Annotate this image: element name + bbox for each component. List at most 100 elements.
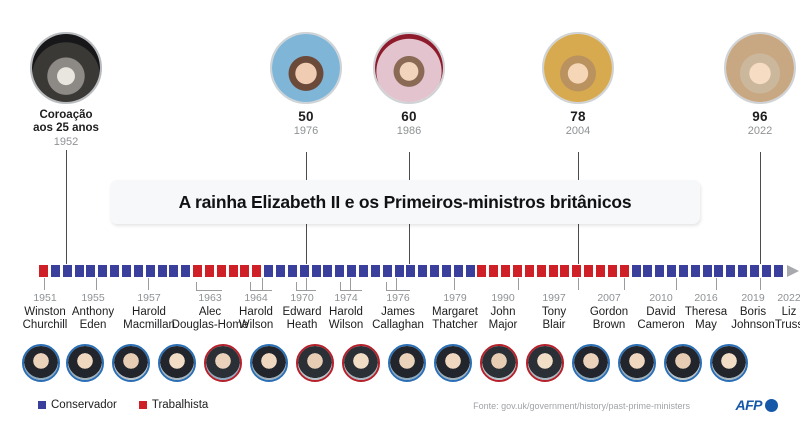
timeline-segment[interactable] (737, 264, 749, 278)
timeline-segment[interactable] (417, 264, 429, 278)
timeline-segment[interactable] (109, 264, 121, 278)
timeline-segment[interactable] (310, 264, 322, 278)
pm-column-blair[interactable]: 1997 Tony Blair (533, 292, 575, 331)
timeline-segment[interactable] (677, 264, 689, 278)
timeline-segment[interactable] (749, 264, 760, 278)
queen-milestone-1986[interactable]: 60 1986 (371, 32, 447, 137)
timeline-segment[interactable] (701, 264, 713, 278)
pm-column-major[interactable]: 1990 John Major (480, 292, 526, 331)
pm-portrait-thatcher[interactable] (388, 344, 426, 382)
queen-milestone-2022[interactable]: 96 2022 (722, 32, 798, 137)
timeline-segment[interactable] (452, 264, 464, 278)
pm-column-callaghan[interactable]: 1976 James Callaghan (366, 292, 430, 331)
timeline-segment[interactable] (322, 264, 334, 278)
timeline-segment[interactable] (369, 264, 381, 278)
timeline-segment[interactable] (393, 264, 405, 278)
timeline-segment[interactable] (547, 264, 559, 278)
timeline-segment[interactable] (180, 264, 192, 278)
pm-portrait-wilson[interactable] (296, 344, 334, 382)
timeline-segment[interactable] (298, 264, 310, 278)
timeline-segment[interactable] (535, 264, 547, 278)
timeline-segment[interactable] (38, 264, 49, 278)
timeline-segment[interactable] (120, 264, 132, 278)
timeline-segment[interactable] (239, 264, 251, 278)
pm-portrait-major[interactable] (434, 344, 472, 382)
timeline-segment[interactable] (251, 264, 263, 278)
timeline-segment[interactable] (381, 264, 393, 278)
timeline-segment[interactable] (772, 264, 784, 278)
timeline-segment[interactable] (618, 264, 630, 278)
pm-portrait-eden[interactable] (66, 344, 104, 382)
timeline-segment[interactable] (203, 264, 215, 278)
timeline-segment[interactable] (275, 264, 286, 278)
pm-column-truss[interactable]: 2022 LizTruss (768, 292, 800, 331)
timeline-segment[interactable] (654, 264, 666, 278)
pm-column-brown[interactable]: 2007 Gordon Brown (583, 292, 635, 331)
timeline-bar[interactable] (38, 264, 799, 278)
pm-portrait-heath[interactable] (250, 344, 288, 382)
timeline-segment[interactable] (132, 264, 144, 278)
timeline-segment[interactable] (571, 264, 583, 278)
timeline-segment[interactable] (97, 264, 109, 278)
queen-milestone-1976[interactable]: 50 1976 (268, 32, 344, 137)
pm-column-heath[interactable]: 1970 Edward Heath (277, 292, 327, 331)
timeline-segment[interactable] (760, 264, 772, 278)
pm-portrait-churchill[interactable] (22, 344, 60, 382)
pm-portrait-may[interactable] (618, 344, 656, 382)
timeline-segment[interactable] (192, 264, 204, 278)
timeline-segment[interactable] (512, 264, 523, 278)
timeline-segment[interactable] (476, 264, 488, 278)
pm-column-douglas-home[interactable]: 1963 Alec Douglas-Home (170, 292, 250, 331)
pm-column-wilson[interactable]: 1964 Harold Wilson (232, 292, 280, 331)
timeline-segment[interactable] (583, 264, 595, 278)
timeline-segment[interactable] (357, 264, 369, 278)
pm-portrait-callaghan[interactable] (342, 344, 380, 382)
timeline-segment[interactable] (227, 264, 239, 278)
timeline-segment[interactable] (168, 264, 180, 278)
pm-column-eden[interactable]: 1955 Anthony Eden (66, 292, 120, 331)
timeline-segment[interactable] (334, 264, 346, 278)
pm-portrait-brown[interactable] (526, 344, 564, 382)
timeline-segment[interactable] (666, 264, 678, 278)
timeline-segment[interactable] (429, 264, 441, 278)
timeline-segment[interactable] (642, 264, 654, 278)
timeline-segment[interactable] (500, 264, 512, 278)
pm-column-johnson[interactable]: 2019 Boris Johnson (726, 292, 780, 331)
pm-column-thatcher[interactable]: 1979 Margaret Thatcher (424, 292, 486, 331)
timeline-segment[interactable] (725, 264, 737, 278)
timeline-segment[interactable] (630, 264, 642, 278)
queen-milestone-1952[interactable]: Coroação aos 25 anos 1952 (28, 32, 104, 148)
pm-portrait-johnson[interactable] (664, 344, 702, 382)
pm-column-churchill[interactable]: 1951 Winston Churchill (14, 292, 76, 331)
timeline-segment[interactable] (523, 264, 535, 278)
pm-portrait-macmillan[interactable] (112, 344, 150, 382)
pm-portrait-douglas-home[interactable] (158, 344, 196, 382)
timeline-segment[interactable] (144, 264, 156, 278)
timeline-segment[interactable] (215, 264, 227, 278)
timeline-segment[interactable] (73, 264, 85, 278)
timeline-segment[interactable] (713, 264, 725, 278)
timeline-segment[interactable] (606, 264, 618, 278)
timeline-segment[interactable] (156, 264, 168, 278)
timeline-segment[interactable] (440, 264, 452, 278)
pm-portrait-wilson[interactable] (204, 344, 242, 382)
pm-column-may[interactable]: 2016 Theresa May (680, 292, 732, 331)
timeline-segment[interactable] (559, 264, 571, 278)
timeline-segment[interactable] (488, 264, 500, 278)
pm-column-macmillan[interactable]: 1957 Harold Macmillan (117, 292, 181, 331)
pm-portrait-cameron[interactable] (572, 344, 610, 382)
pm-column-wilson[interactable]: 1974 Harold Wilson (321, 292, 371, 331)
timeline-segment[interactable] (405, 264, 417, 278)
pm-portrait-truss[interactable] (710, 344, 748, 382)
pm-portrait-blair[interactable] (480, 344, 518, 382)
timeline-segment[interactable] (464, 264, 476, 278)
queen-milestone-2004[interactable]: 78 2004 (540, 32, 616, 137)
timeline-segment[interactable] (85, 264, 97, 278)
timeline-segment[interactable] (49, 264, 61, 278)
timeline-segment[interactable] (594, 264, 606, 278)
timeline-segment[interactable] (286, 264, 298, 278)
timeline-segment[interactable] (689, 264, 701, 278)
pm-column-cameron[interactable]: 2010 David Cameron (633, 292, 689, 331)
timeline-segment[interactable] (346, 264, 358, 278)
timeline-segment[interactable] (61, 264, 73, 278)
